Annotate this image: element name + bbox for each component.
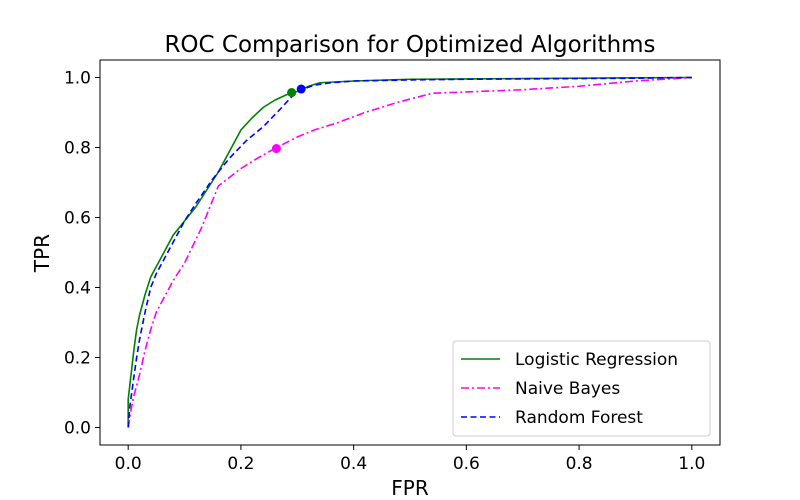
y-tick-label: 0.0 [64, 419, 91, 439]
y-tick-label: 0.8 [64, 139, 91, 159]
y-tick-label: 1.0 [64, 69, 91, 89]
threshold-marker-logistic-regression [287, 88, 297, 98]
x-tick-label: 0.0 [115, 454, 142, 474]
legend-label-random-forest: Random Forest [515, 408, 643, 428]
chart-title: ROC Comparison for Optimized Algorithms [164, 32, 655, 58]
x-tick-label: 0.2 [227, 454, 254, 474]
x-axis-ticks: 0.0 0.2 0.4 0.6 0.8 1.0 [115, 445, 705, 474]
threshold-marker-random-forest [296, 84, 306, 94]
y-tick-label: 0.4 [64, 279, 91, 299]
legend-label-logistic-regression: Logistic Regression [515, 350, 678, 370]
plot-area [99, 59, 721, 446]
legend-label-naive-bayes: Naive Bayes [515, 379, 620, 399]
y-tick-label: 0.6 [64, 209, 91, 229]
y-tick-label: 0.2 [64, 349, 91, 369]
x-axis-label: FPR [391, 476, 429, 500]
x-tick-label: 0.4 [340, 454, 367, 474]
threshold-marker-naive-bayes [271, 144, 281, 154]
series-line-random-forest [127, 76, 692, 428]
y-axis-label: TPR [30, 234, 54, 273]
x-tick-label: 1.0 [678, 454, 705, 474]
y-axis-ticks: 0.0 0.2 0.4 0.6 0.8 1.0 [64, 69, 100, 439]
x-tick-label: 0.8 [566, 454, 593, 474]
plot-frame [99, 59, 721, 446]
series-line-naive-bayes [127, 76, 692, 428]
legend-box [452, 340, 711, 437]
series-line-logistic-regression [127, 76, 692, 428]
marker-layer [271, 84, 306, 154]
legend: Logistic Regression Naive Bayes Random For… [452, 340, 711, 437]
x-tick-label: 0.6 [453, 454, 480, 474]
series-layer [127, 76, 692, 428]
